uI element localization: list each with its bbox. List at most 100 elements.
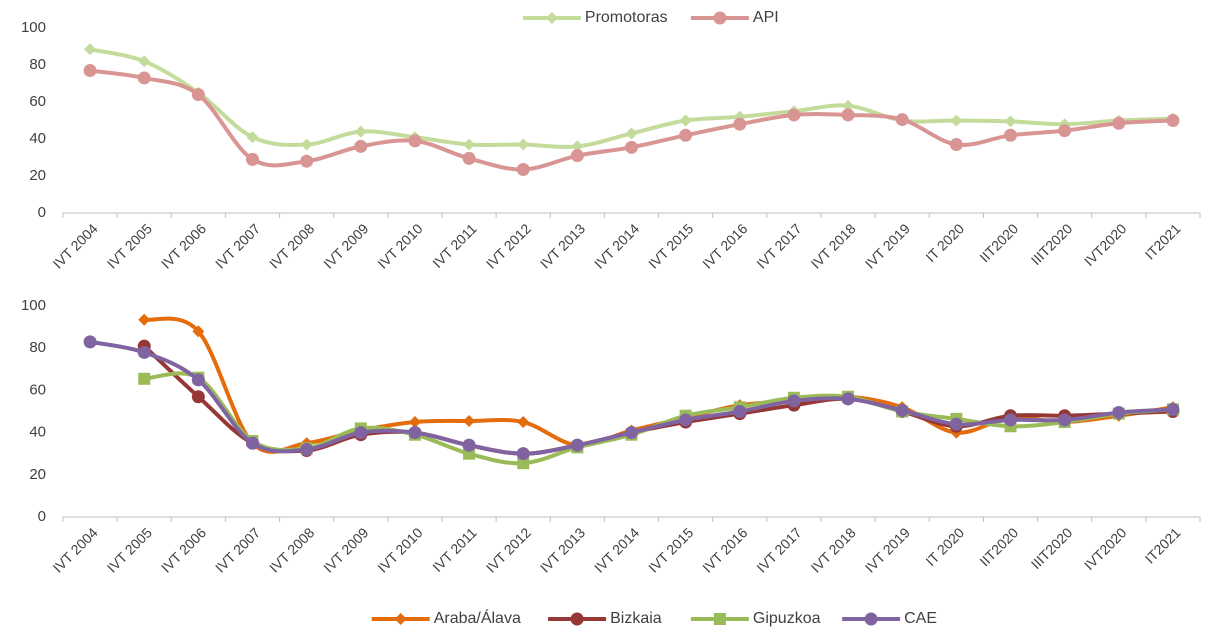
marker bbox=[679, 413, 693, 427]
x-tick-label: IVT 2005 bbox=[104, 524, 155, 575]
x-tick-label: IVT 2009 bbox=[320, 220, 371, 271]
marker bbox=[138, 313, 151, 326]
marker bbox=[462, 438, 476, 452]
marker bbox=[570, 612, 584, 626]
x-tick-label: IVT 2006 bbox=[158, 220, 209, 271]
marker bbox=[950, 114, 963, 127]
legend-label: Bizkaia bbox=[610, 610, 662, 627]
marker bbox=[517, 138, 530, 151]
x-tick-label: IVT 2016 bbox=[699, 220, 750, 271]
marker bbox=[394, 613, 407, 625]
x-tick-label: IVT 2006 bbox=[158, 524, 209, 575]
marker bbox=[516, 447, 530, 461]
marker bbox=[713, 613, 726, 625]
legend-label: Gipuzkoa bbox=[753, 610, 821, 627]
marker bbox=[84, 43, 97, 56]
marker bbox=[517, 457, 530, 470]
series-line bbox=[142, 344, 1174, 456]
marker bbox=[625, 127, 638, 140]
x-tick-label: IVT 2007 bbox=[212, 524, 263, 575]
marker bbox=[138, 372, 151, 385]
x-tick-label: IVT 2007 bbox=[212, 220, 263, 271]
marker bbox=[679, 128, 693, 142]
y-tick-label: 0 bbox=[38, 204, 46, 221]
marker bbox=[354, 139, 368, 153]
marker bbox=[191, 373, 205, 387]
marker bbox=[545, 12, 558, 24]
x-tick-label: IVT 2014 bbox=[591, 220, 642, 271]
marker bbox=[842, 99, 855, 112]
marker bbox=[733, 405, 747, 418]
x-tick-label: IVT 2017 bbox=[753, 220, 804, 271]
x-tick-label: IIIT2020 bbox=[1028, 220, 1076, 268]
marker bbox=[1004, 128, 1017, 142]
marker bbox=[949, 138, 963, 152]
marker bbox=[787, 108, 801, 122]
legend-label: API bbox=[753, 9, 779, 26]
marker bbox=[864, 612, 878, 626]
marker bbox=[1058, 124, 1072, 138]
marker bbox=[246, 436, 259, 450]
x-tick-label: IVT 2004 bbox=[50, 220, 101, 271]
x-tick-label: IVT2020 bbox=[1081, 220, 1130, 269]
marker bbox=[463, 138, 476, 151]
marker bbox=[949, 417, 963, 431]
x-tick-label: IVT 2012 bbox=[483, 220, 534, 271]
marker bbox=[1004, 413, 1017, 427]
marker bbox=[570, 149, 584, 163]
x-tick-label: IVT 2011 bbox=[429, 220, 480, 271]
marker bbox=[408, 426, 422, 440]
series-line bbox=[143, 316, 1174, 454]
marker bbox=[895, 403, 909, 417]
marker bbox=[787, 394, 801, 408]
x-tick-label: IVT 2017 bbox=[753, 524, 804, 575]
x-tick-label: IT2021 bbox=[1142, 220, 1184, 262]
x-tick-label: IVT 2019 bbox=[862, 220, 913, 271]
x-tick-label: IVT 2015 bbox=[645, 220, 696, 271]
y-tick-label: 100 bbox=[21, 19, 46, 36]
x-tick-label: IVT 2014 bbox=[591, 524, 642, 575]
y-tick-label: 20 bbox=[29, 466, 46, 483]
legend-item: Promotoras bbox=[522, 9, 668, 26]
x-tick-label: IT2021 bbox=[1142, 524, 1184, 566]
y-tick-label: 20 bbox=[29, 167, 46, 184]
marker bbox=[841, 392, 855, 406]
legend-item: CAE bbox=[842, 610, 937, 627]
y-tick-label: 60 bbox=[29, 93, 46, 110]
marker bbox=[300, 138, 313, 151]
x-tick-label: IVT 2016 bbox=[699, 524, 750, 575]
marker bbox=[462, 151, 476, 165]
marker bbox=[83, 335, 97, 349]
x-tick-label: IT 2020 bbox=[922, 524, 967, 569]
marker bbox=[138, 55, 151, 68]
marker bbox=[625, 140, 638, 154]
x-tick-label: IVT 2013 bbox=[537, 220, 588, 271]
marker bbox=[408, 416, 421, 429]
y-tick-label: 80 bbox=[29, 339, 46, 356]
x-tick-label: IVT 2005 bbox=[104, 220, 155, 271]
legend-label: Promotoras bbox=[585, 9, 668, 26]
marker bbox=[137, 345, 151, 359]
marker bbox=[192, 325, 205, 338]
marker bbox=[1112, 116, 1126, 130]
marker bbox=[354, 426, 368, 440]
marker bbox=[1112, 406, 1126, 420]
y-tick-label: 0 bbox=[38, 508, 46, 525]
x-tick-label: IVT 2019 bbox=[862, 524, 913, 575]
marker bbox=[841, 108, 855, 122]
x-tick-label: IIT2020 bbox=[976, 220, 1021, 265]
x-tick-label: IVT2020 bbox=[1081, 524, 1130, 573]
marker bbox=[191, 88, 205, 102]
x-tick-label: IVT 2010 bbox=[374, 220, 425, 271]
marker bbox=[246, 131, 259, 144]
x-tick-label: IVT 2010 bbox=[374, 524, 425, 575]
x-tick-label: IVT 2018 bbox=[808, 220, 859, 271]
marker bbox=[679, 114, 692, 127]
marker bbox=[895, 113, 909, 127]
x-tick-label: IIT2020 bbox=[976, 524, 1021, 569]
marker bbox=[733, 117, 747, 131]
y-tick-label: 100 bbox=[21, 297, 46, 314]
legend-item: Araba/Álava bbox=[371, 608, 521, 627]
x-tick-label: IVT 2004 bbox=[50, 524, 101, 575]
